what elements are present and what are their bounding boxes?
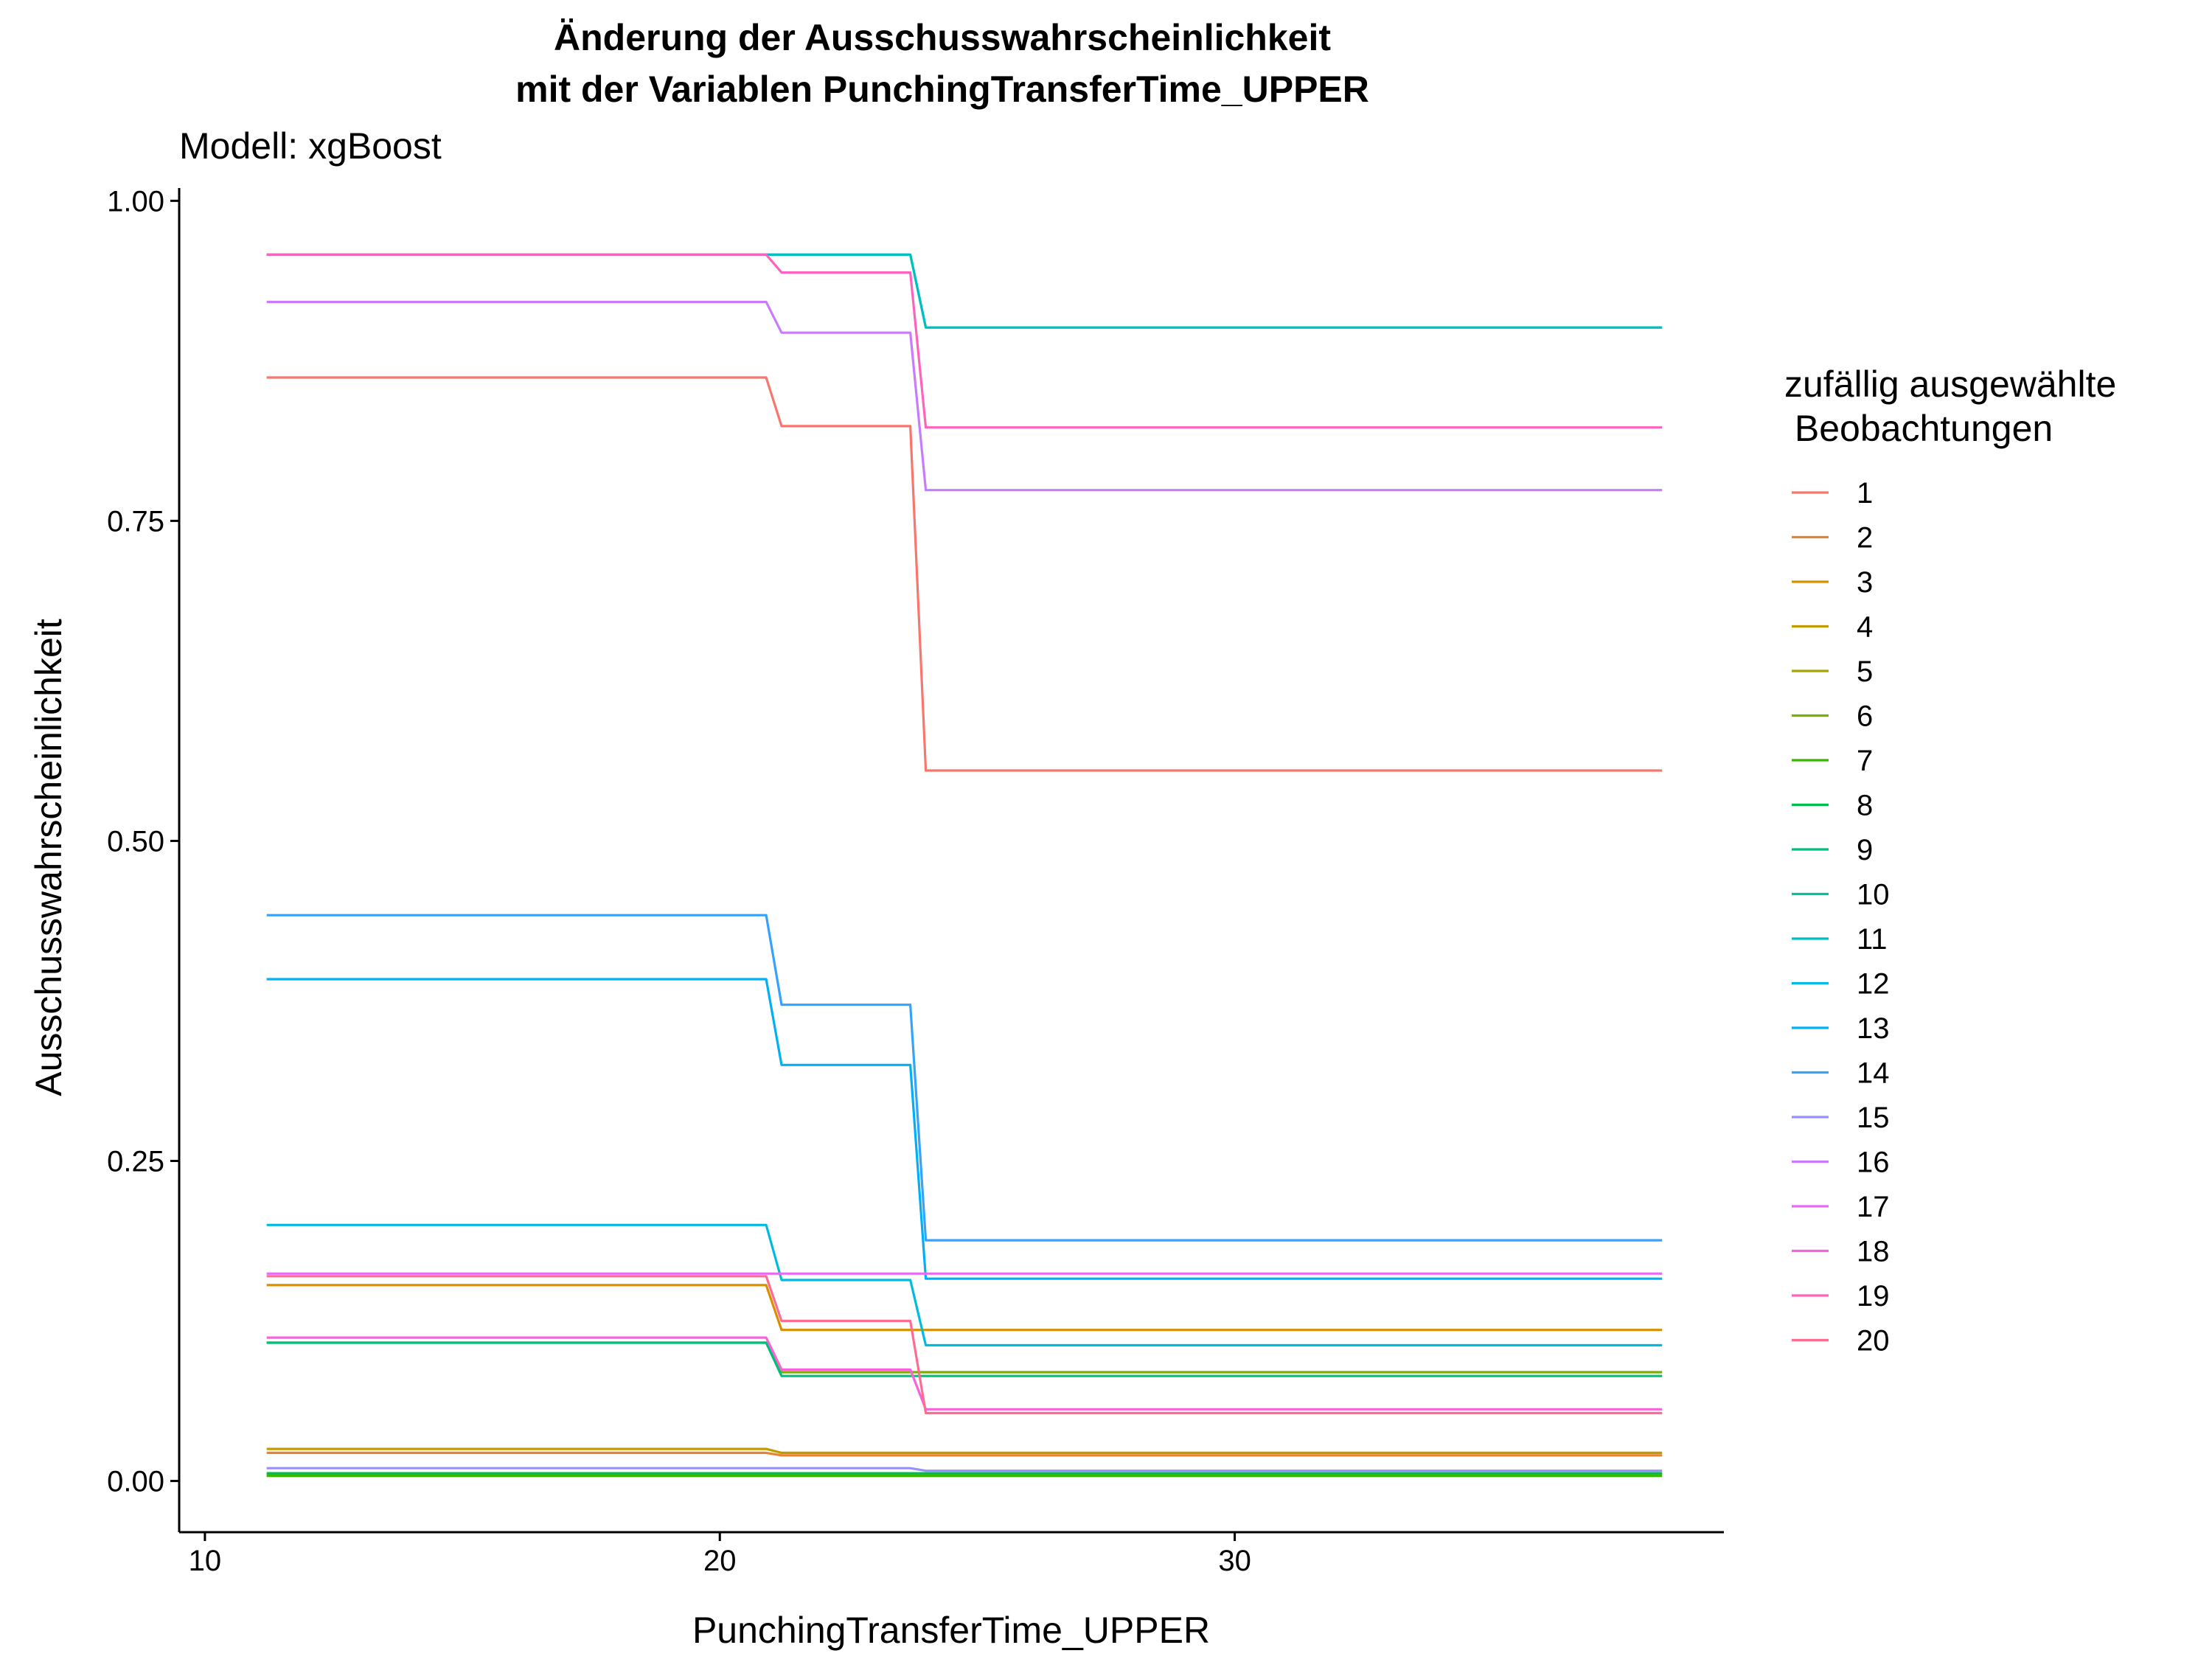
x-axis-title: PunchingTransferTime_UPPER: [692, 1610, 1210, 1651]
legend-label-3: 3: [1857, 566, 1873, 599]
legend-label-6: 6: [1857, 700, 1873, 733]
y-tick-label: 0.25: [107, 1146, 164, 1178]
series-line-15: [266, 1467, 1663, 1472]
series-line-9: [266, 1341, 1663, 1377]
legend-label-16: 16: [1857, 1147, 1890, 1179]
y-ticks: 0.00 0.25 0.50 0.75 1.00: [107, 185, 179, 1498]
series-line-14: [266, 914, 1663, 1242]
legend-label-5: 5: [1857, 655, 1873, 688]
series-line-13: [266, 978, 1663, 1280]
legend-label-8: 8: [1857, 790, 1873, 822]
legend-label-11: 11: [1857, 923, 1888, 956]
series-line-12: [266, 1223, 1663, 1347]
x-tick-label: 30: [1218, 1545, 1251, 1577]
legend-label-15: 15: [1857, 1102, 1890, 1134]
series-line-3: [266, 1284, 1663, 1332]
legend-label-1: 1: [1857, 477, 1873, 509]
series-line-10: [266, 253, 1663, 329]
legend-label-18: 18: [1857, 1236, 1890, 1268]
chart-title-line1: Änderung der Ausschusswahrscheinlichkeit: [554, 17, 1331, 58]
legend-label-13: 13: [1857, 1012, 1890, 1045]
chart-title-line2: mit der Variablen PunchingTransferTime_U…: [515, 69, 1369, 110]
legend-label-4: 4: [1857, 611, 1873, 644]
legend-label-17: 17: [1857, 1191, 1890, 1223]
x-tick-label: 20: [703, 1545, 737, 1577]
legend-label-19: 19: [1857, 1280, 1890, 1312]
legend-title-line2: Beobachtungen: [1784, 408, 2053, 449]
series-line-16: [266, 300, 1663, 492]
legend-label-12: 12: [1857, 968, 1890, 1001]
y-tick-label: 0.00: [107, 1466, 164, 1498]
legend-label-14: 14: [1857, 1057, 1890, 1090]
y-tick-label: 0.50: [107, 825, 164, 858]
legend-label-2: 2: [1857, 522, 1873, 554]
legend-label-20: 20: [1857, 1325, 1890, 1357]
y-tick-label: 0.75: [107, 505, 164, 538]
legend: zufällig ausgewählte Beobachtungen 12345…: [1784, 364, 2116, 1357]
legend-label-10: 10: [1857, 879, 1890, 911]
series-line-1: [266, 376, 1663, 772]
x-ticks: 10 20 30: [189, 1532, 1251, 1577]
series-line-18: [266, 1336, 1663, 1411]
plot-lines: [266, 253, 1663, 1478]
chart-subtitle: Modell: xgBoost: [179, 125, 442, 167]
legend-label-7: 7: [1857, 745, 1873, 777]
legend-title-line1: zufällig ausgewählte: [1784, 364, 2116, 405]
legend-label-9: 9: [1857, 834, 1873, 866]
series-line-4: [266, 1447, 1663, 1455]
series-line-11: [266, 253, 1663, 329]
x-tick-label: 10: [189, 1545, 222, 1577]
series-line-2: [266, 1451, 1663, 1457]
series-line-19: [266, 253, 1663, 429]
y-tick-label: 1.00: [107, 185, 164, 218]
y-axis-title: Ausschusswahrscheinlichkeit: [28, 619, 69, 1096]
series-line-6: [266, 1341, 1663, 1374]
series-line-20: [266, 1275, 1663, 1415]
